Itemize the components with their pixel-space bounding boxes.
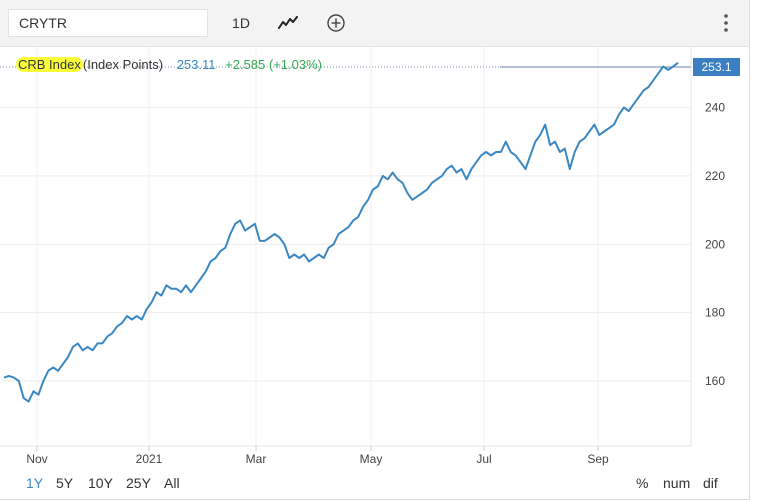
x-tick-label: Mar bbox=[246, 452, 267, 466]
legend-last-value: 253.11 bbox=[176, 57, 216, 72]
legend-series-unit: (Index Points) bbox=[82, 57, 164, 72]
x-tick-label: Jul bbox=[476, 452, 491, 466]
chart-grid bbox=[0, 46, 691, 446]
chart-legend: CRB Index (Index Points) 253.11 +2.585 (+… bbox=[16, 57, 322, 72]
series-line-crb-index bbox=[3, 62, 679, 403]
y-tick-label: 240 bbox=[705, 101, 725, 115]
x-tick-label: May bbox=[360, 452, 383, 466]
range-button-all[interactable]: All bbox=[164, 475, 180, 491]
x-tick-label: Sep bbox=[587, 452, 609, 466]
vertical-dots-icon[interactable] bbox=[714, 10, 738, 36]
last-value-badge: 253.1 bbox=[693, 58, 740, 76]
y-tick-label: 220 bbox=[705, 169, 725, 183]
chart-toolbar: CRYTR 1D bbox=[0, 0, 749, 47]
range-button-10y[interactable]: 10Y bbox=[88, 475, 113, 491]
range-button-5y[interactable]: 5Y bbox=[56, 475, 74, 491]
range-button-25y[interactable]: 25Y bbox=[126, 475, 151, 491]
x-axis: Nov 2021 Mar May Jul Sep bbox=[26, 446, 609, 466]
range-button-1y[interactable]: 1Y bbox=[26, 475, 44, 491]
x-tick-label: Nov bbox=[26, 452, 47, 466]
interval-button[interactable]: 1D bbox=[232, 15, 250, 31]
mode-button-num[interactable]: num bbox=[663, 475, 691, 491]
legend-change: +2.585 (+1.03%) bbox=[225, 57, 322, 72]
y-axis: 160 180 200 220 240 bbox=[705, 101, 725, 389]
y-tick-label: 180 bbox=[705, 306, 725, 320]
y-tick-label: 200 bbox=[705, 237, 725, 251]
y-tick-label: 160 bbox=[705, 374, 725, 388]
symbol-input[interactable]: CRYTR bbox=[8, 9, 208, 37]
line-chart-icon[interactable] bbox=[274, 10, 302, 36]
x-tick-label: 2021 bbox=[136, 452, 163, 466]
mode-button-dif[interactable]: dif bbox=[703, 475, 718, 491]
add-circle-icon[interactable] bbox=[322, 10, 350, 36]
mode-button-percent[interactable]: % bbox=[636, 475, 649, 491]
legend-series-name: CRB Index bbox=[16, 57, 83, 72]
